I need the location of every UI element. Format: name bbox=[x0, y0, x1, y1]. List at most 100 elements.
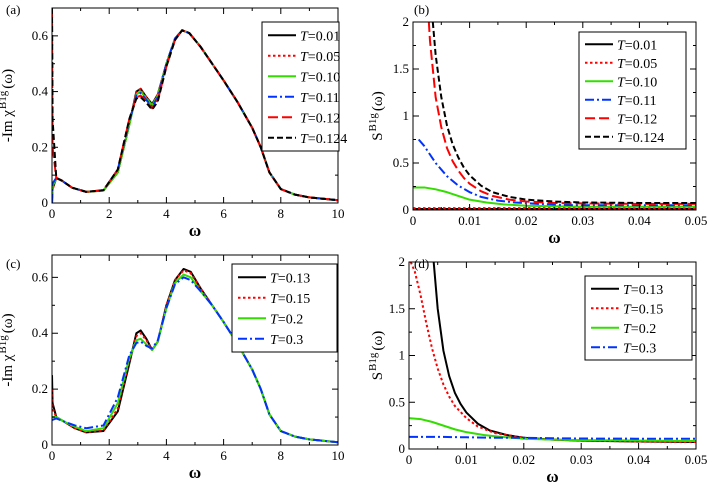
y-axis-label-tail: (ω) bbox=[0, 69, 16, 89]
y-tick-label: 0.4 bbox=[32, 84, 49, 99]
legend: T=0.13T=0.15T=0.2T=0.3 bbox=[231, 263, 338, 353]
y-tick-label: 0.2 bbox=[32, 139, 48, 154]
x-tick-label: 0.01 bbox=[455, 452, 478, 467]
legend-label: T=0.10 bbox=[617, 75, 657, 90]
legend-label-var: T bbox=[300, 70, 309, 85]
x-axis-label: ω bbox=[548, 228, 560, 247]
series-line-T0-12 bbox=[427, 22, 696, 205]
y-axis-label: SB1g (ω) bbox=[367, 91, 386, 141]
legend-label-value: =0.2 bbox=[631, 322, 656, 337]
x-tick-label: 2 bbox=[106, 448, 113, 463]
series-line-T0-15 bbox=[409, 262, 696, 443]
x-axis-label: ω bbox=[189, 221, 201, 240]
legend-label-value: =0.12 bbox=[625, 112, 657, 127]
y-axis-label-main: S bbox=[370, 372, 386, 380]
series-line-T0-124 bbox=[52, 8, 338, 202]
y-axis-label-sup: B1g bbox=[367, 352, 379, 371]
legend: T=0.01T=0.05T=0.10T=0.11T=0.12T=0.124 bbox=[578, 31, 687, 150]
legend-label-var: T bbox=[623, 283, 632, 298]
series-line-T0-2 bbox=[409, 417, 696, 443]
legend-label-var: T bbox=[617, 57, 626, 72]
y-tick-label: 0 bbox=[403, 202, 410, 217]
y-tick-label: 0.5 bbox=[389, 394, 405, 409]
legend-label: T=0.124 bbox=[617, 131, 664, 146]
legend-label: T=0.05 bbox=[300, 50, 340, 65]
x-tick-label: 0 bbox=[410, 213, 417, 228]
legend-label-var: T bbox=[270, 292, 279, 307]
legend-label-var: T bbox=[617, 112, 626, 127]
series-line-T0-3 bbox=[409, 435, 696, 440]
x-tick-label: 4 bbox=[163, 206, 170, 221]
y-tick-label: 0.5 bbox=[393, 155, 409, 170]
legend-label-var: T bbox=[623, 302, 632, 317]
x-tick-label: 6 bbox=[220, 206, 227, 221]
series-line-T0-3 bbox=[52, 276, 338, 444]
x-tick-label: 6 bbox=[220, 448, 227, 463]
panel-label: (c) bbox=[6, 256, 20, 271]
legend-label-var: T bbox=[300, 29, 309, 44]
legend: T=0.01T=0.05T=0.10T=0.11T=0.12T=0.124 bbox=[261, 21, 347, 152]
y-tick-label: 0.6 bbox=[32, 28, 49, 43]
y-axis-label-main: -Im χ bbox=[0, 110, 16, 142]
legend-label-value: =0.11 bbox=[308, 91, 340, 106]
x-tick-label: 4 bbox=[163, 448, 170, 463]
y-axis-label-main: S bbox=[370, 132, 386, 140]
legend-label-var: T bbox=[300, 111, 309, 126]
y-tick-label: 0.2 bbox=[32, 381, 48, 396]
x-tick-label: 8 bbox=[278, 206, 285, 221]
x-tick-label: 0.04 bbox=[627, 452, 650, 467]
legend-label-value: =0.2 bbox=[278, 312, 303, 327]
chart-panel-d: (d) 0 0.01 0.02 0.03 0.04 0.05 0 0.5 1 1.5 2 ω SB1g(ω… bbox=[367, 254, 707, 483]
y-axis-label: -Im χB1g(ω) bbox=[0, 69, 16, 142]
y-tick-label: 1 bbox=[403, 108, 410, 123]
y-tick-label: 0.6 bbox=[32, 269, 49, 284]
legend-label-var: T bbox=[623, 322, 632, 337]
y-tick-label: 0 bbox=[42, 437, 49, 452]
legend-label-value: =0.05 bbox=[625, 57, 657, 72]
x-tick-label: 2 bbox=[106, 206, 113, 221]
legend-label: T=0.11 bbox=[300, 91, 340, 106]
legend-label-var: T bbox=[270, 312, 279, 327]
y-axis-label-sup: B1g bbox=[0, 90, 9, 109]
x-axis-label: ω bbox=[546, 467, 558, 483]
legend-label-value: =0.10 bbox=[308, 70, 340, 85]
y-axis-label: -Im χB1g(ω) bbox=[0, 313, 16, 386]
legend-box bbox=[231, 263, 338, 353]
y-axis-label-sup: B1g bbox=[367, 113, 379, 132]
legend-label: T=0.2 bbox=[270, 312, 303, 327]
y-tick-label: 1.5 bbox=[389, 301, 405, 316]
x-tick-label: 8 bbox=[278, 448, 285, 463]
panel-label: (a) bbox=[6, 2, 20, 17]
legend-box bbox=[578, 31, 687, 150]
legend-label-value: =0.10 bbox=[625, 75, 657, 90]
x-tick-label: 0.05 bbox=[685, 213, 708, 228]
series-group bbox=[52, 267, 338, 444]
legend-label-value: =0.3 bbox=[631, 341, 656, 356]
legend-label-value: =0.01 bbox=[625, 38, 657, 53]
y-tick-label: 2 bbox=[403, 14, 410, 29]
series-group bbox=[409, 262, 696, 443]
legend-label: T=0.124 bbox=[300, 132, 347, 147]
y-axis-label-sup: B1g bbox=[0, 335, 9, 354]
x-tick-label: 0.03 bbox=[570, 452, 593, 467]
x-tick-label: 0.02 bbox=[512, 452, 535, 467]
y-tick-label: 1 bbox=[399, 348, 406, 363]
y-tick-label: 0.4 bbox=[32, 325, 49, 340]
legend-label: T=0.10 bbox=[300, 70, 340, 85]
legend-label-value: =0.13 bbox=[631, 283, 663, 298]
legend-label: T=0.01 bbox=[617, 38, 657, 53]
x-tick-label: 0 bbox=[406, 452, 413, 467]
legend-label-value: =0.12 bbox=[308, 111, 340, 126]
legend-label: T=0.11 bbox=[617, 94, 657, 109]
x-tick-label: 0.05 bbox=[685, 452, 708, 467]
legend-label-var: T bbox=[300, 132, 309, 147]
legend-label: T=0.01 bbox=[300, 29, 340, 44]
legend-label: T=0.13 bbox=[623, 283, 663, 298]
series-group bbox=[52, 8, 338, 203]
x-tick-label: 0.01 bbox=[458, 213, 481, 228]
x-tick-label: 0 bbox=[49, 206, 56, 221]
legend-label-var: T bbox=[617, 94, 626, 109]
legend-label: T=0.15 bbox=[270, 292, 310, 307]
